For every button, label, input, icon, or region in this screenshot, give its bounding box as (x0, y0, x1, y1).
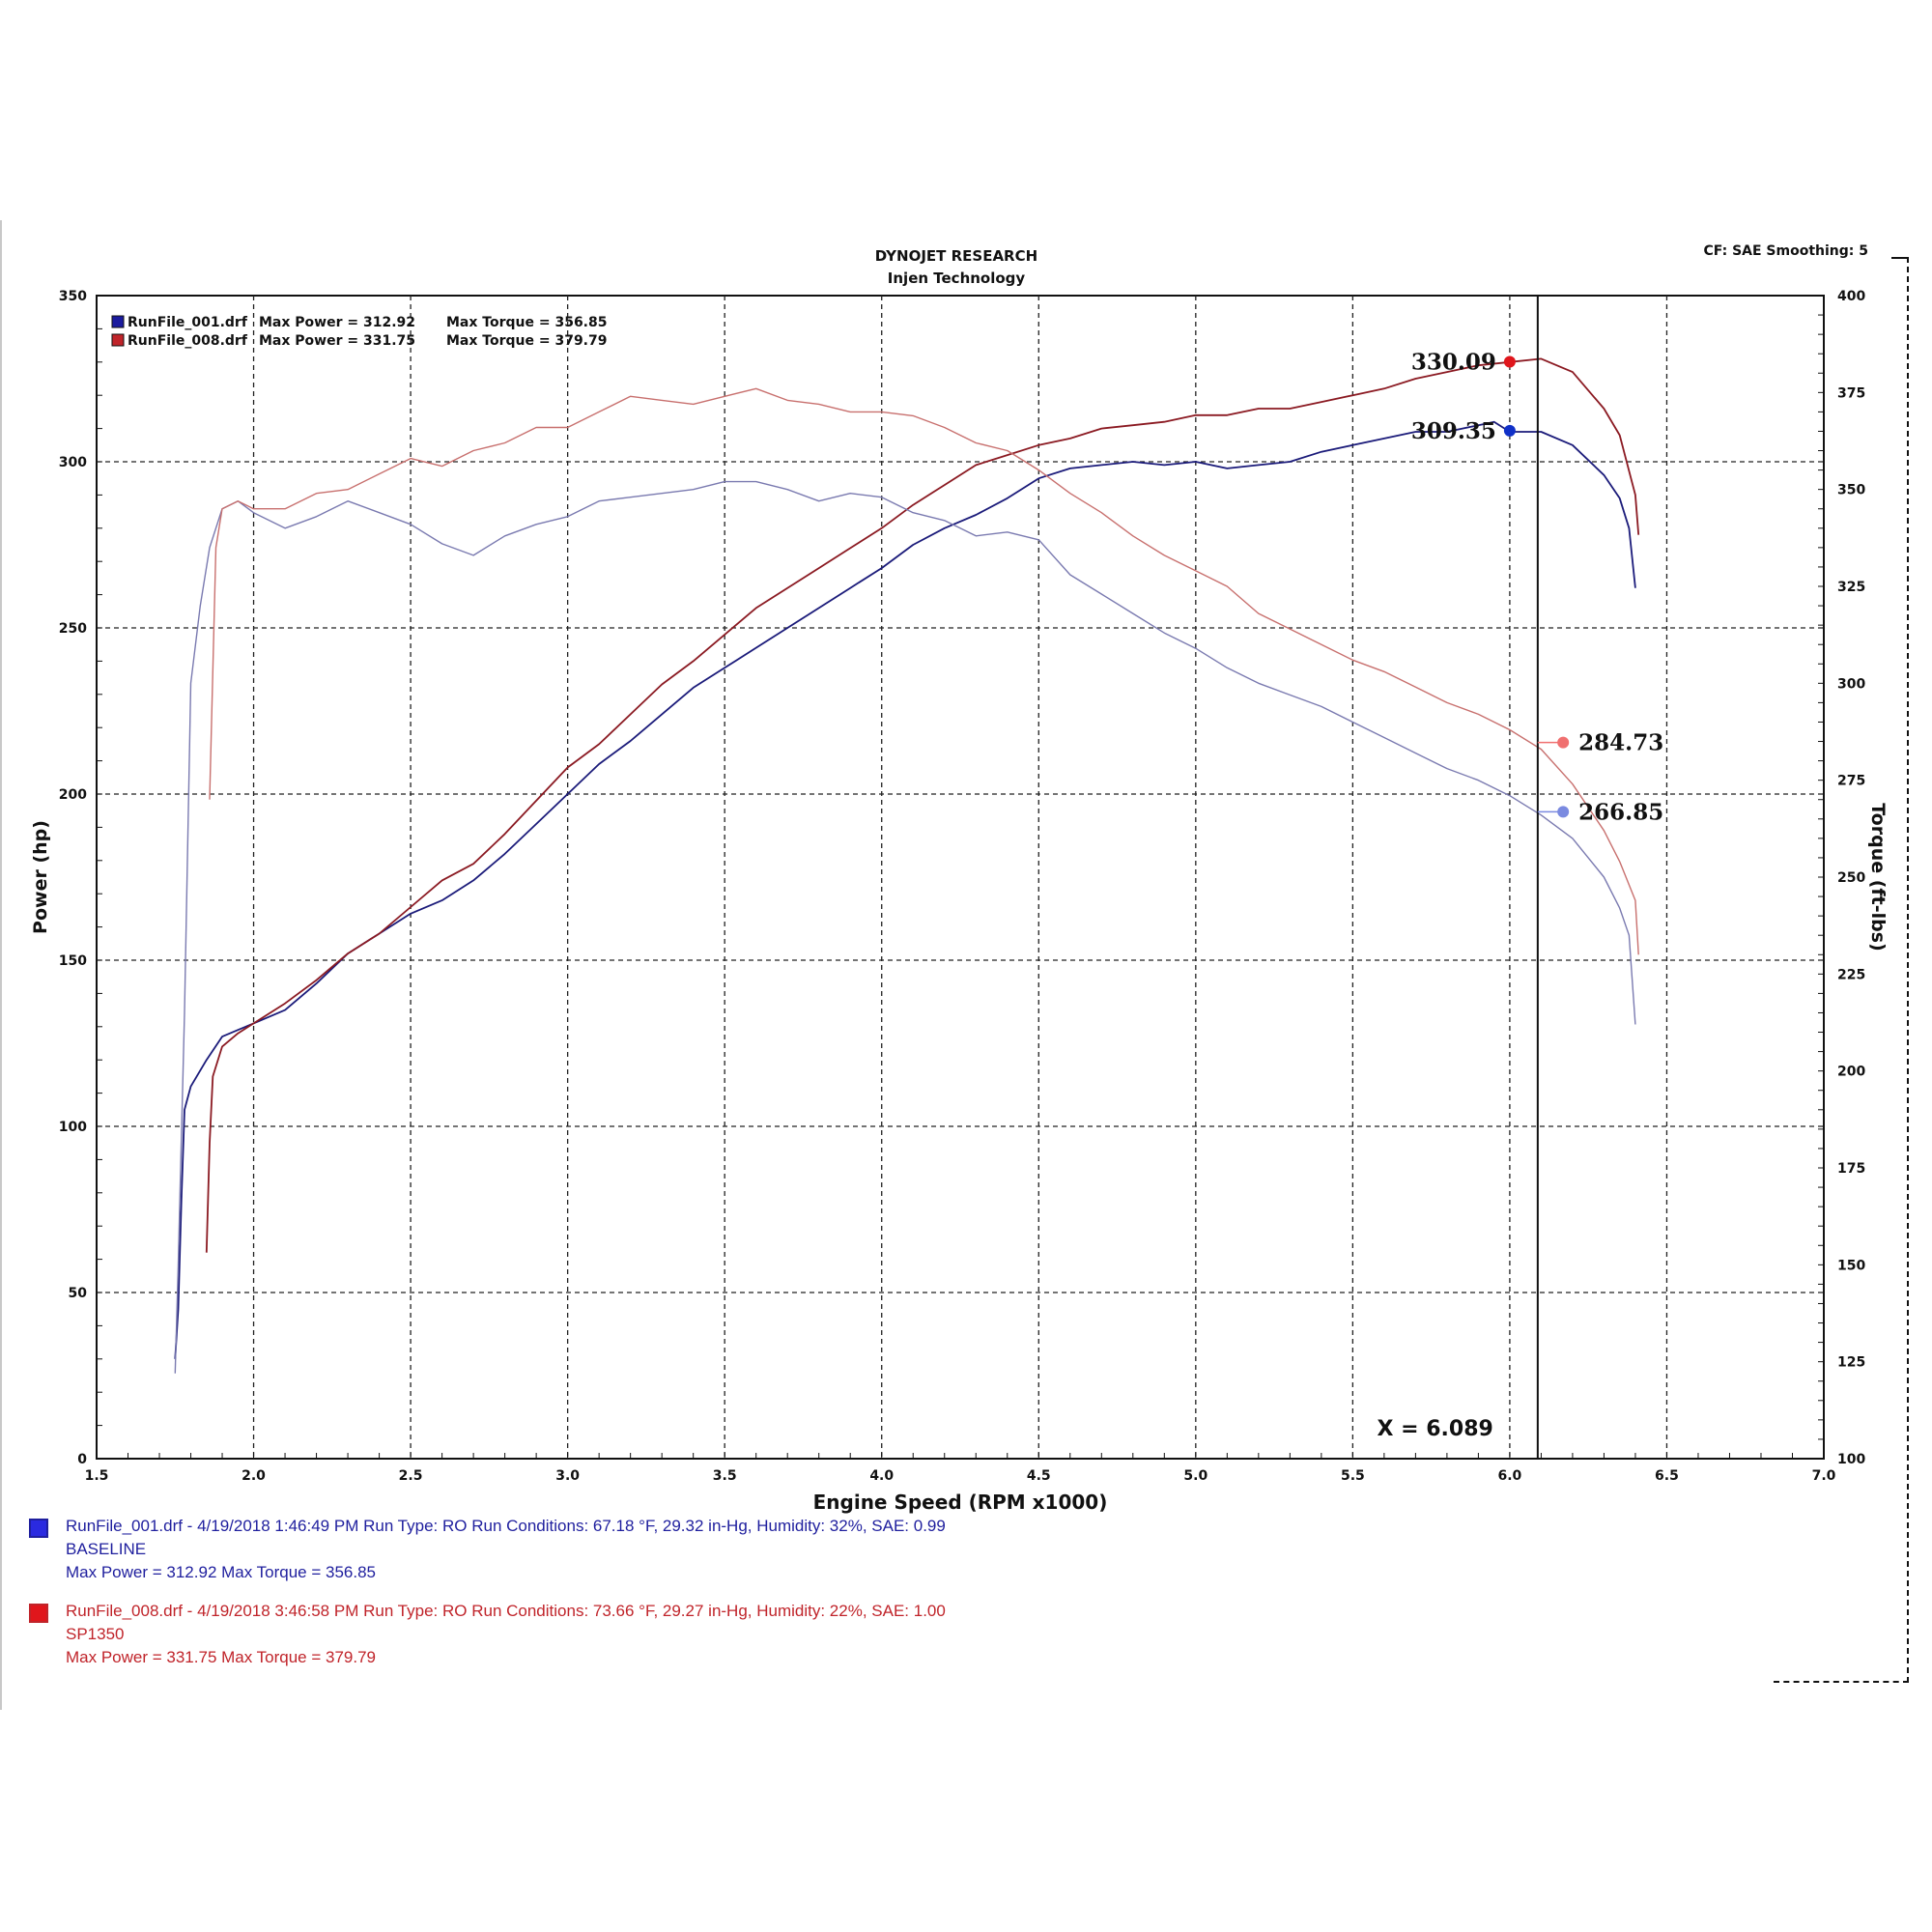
y2-tick-label: 200 (1837, 1065, 1865, 1080)
series-line-torque-3 (209, 387, 1639, 955)
y2-tick-label: 325 (1837, 580, 1865, 595)
x-tick-label: 4.5 (1027, 1468, 1051, 1484)
plot-area (96, 295, 1825, 1460)
legend-max-power: Max Power = 312.92 (259, 315, 415, 330)
run-entry-sp1350: RunFile_008.drf - 4/19/2018 3:46:58 PM R… (27, 1600, 1283, 1669)
x-tick-label: 4.0 (869, 1468, 894, 1484)
y2-tick-label: 400 (1837, 289, 1865, 304)
page-bracket-top (1891, 257, 1909, 259)
data-point-marker (1503, 355, 1516, 368)
data-label: 266.85 (1578, 799, 1663, 825)
run-info-line: RunFile_008.drf - 4/19/2018 3:46:58 PM R… (66, 1602, 946, 1620)
y-tick-label: 0 (77, 1452, 87, 1467)
y-tick-label: 150 (59, 953, 87, 969)
legend-max-torque: Max Torque = 379.79 (446, 333, 607, 349)
y2-tick-label: 375 (1837, 385, 1865, 401)
data-point-marker (1557, 736, 1570, 749)
y2-tick-label: 275 (1837, 774, 1865, 789)
run-info-line: RunFile_001.drf - 4/19/2018 1:46:49 PM R… (66, 1517, 946, 1535)
run-label: BASELINE (66, 1540, 147, 1558)
chart-subtitle: Injen Technology (887, 270, 1026, 287)
y-tick-label: 350 (59, 289, 87, 304)
y2-tick-label: 225 (1837, 967, 1865, 982)
legend-swatch (111, 315, 125, 328)
y-tick-label: 300 (59, 455, 87, 470)
y2-axis-title: Torque (ft-lbs) (1867, 803, 1889, 952)
x-axis-title: Engine Speed (RPM x1000) (813, 1491, 1108, 1514)
page-bracket-bottom (1774, 1681, 1909, 1683)
series-line-torque-2 (174, 480, 1636, 1374)
run-entry-baseline: RunFile_001.drf - 4/19/2018 1:46:49 PM R… (27, 1515, 1283, 1584)
x-tick-label: 6.0 (1498, 1468, 1522, 1484)
series-line-power-0 (174, 420, 1636, 1359)
y-tick-label: 250 (59, 621, 87, 637)
y2-tick-label: 175 (1837, 1161, 1865, 1177)
report-frame (0, 220, 1917, 1710)
series-line-power-1 (205, 357, 1640, 1253)
x-tick-label: 6.5 (1655, 1468, 1679, 1484)
cursor-label: X = 6.089 (1378, 1417, 1493, 1441)
x-tick-label: 2.5 (399, 1468, 423, 1484)
run-label: SP1350 (66, 1625, 125, 1643)
cf-smoothing-label: CF: SAE Smoothing: 5 (1703, 243, 1868, 259)
legend-swatch (111, 333, 125, 347)
legend-file: RunFile_001.drf (128, 315, 248, 330)
y-tick-label: 100 (59, 1120, 87, 1135)
y2-tick-label: 125 (1837, 1355, 1865, 1371)
run-max-values: Max Power = 312.92 Max Torque = 356.85 (66, 1563, 376, 1581)
y2-tick-label: 350 (1837, 483, 1865, 498)
x-tick-label: 5.0 (1183, 1468, 1208, 1484)
data-label: 309.35 (1411, 418, 1496, 444)
y2-tick-label: 250 (1837, 870, 1865, 886)
y-tick-label: 50 (69, 1286, 88, 1301)
x-tick-label: 3.5 (713, 1468, 737, 1484)
x-tick-label: 7.0 (1812, 1468, 1836, 1484)
y2-tick-label: 100 (1837, 1452, 1865, 1467)
data-point-marker (1503, 424, 1516, 437)
data-point-marker (1557, 806, 1570, 818)
run-details: RunFile_001.drf - 4/19/2018 1:46:49 PM R… (27, 1515, 1283, 1685)
y-tick-label: 200 (59, 787, 87, 803)
chart-title: DYNOJET RESEARCH (874, 247, 1038, 265)
run-max-values: Max Power = 331.75 Max Torque = 379.79 (66, 1648, 376, 1666)
x-tick-label: 5.5 (1341, 1468, 1365, 1484)
x-tick-label: 3.0 (555, 1468, 580, 1484)
y2-tick-label: 150 (1837, 1258, 1865, 1273)
y2-tick-label: 300 (1837, 676, 1865, 692)
page-bracket-right (1907, 257, 1909, 1683)
x-tick-label: 2.0 (242, 1468, 266, 1484)
x-tick-label: 1.5 (85, 1468, 109, 1484)
dyno-chart: 1.5 2.0 2.5 3.0 3.5 4.0 4.5 5.0 5.5 6.0 6.5 7.0 0 50 1… (30, 289, 1889, 1514)
legend-max-power: Max Power = 331.75 (259, 333, 415, 349)
legend-max-torque: Max Torque = 356.85 (446, 315, 607, 330)
data-label: 330.09 (1411, 349, 1496, 375)
legend-file: RunFile_008.drf (128, 333, 248, 349)
y-axis-title: Power (hp) (30, 820, 51, 934)
run-color-swatch (29, 1604, 48, 1623)
data-label: 284.73 (1578, 730, 1663, 756)
run-color-swatch (29, 1519, 48, 1538)
